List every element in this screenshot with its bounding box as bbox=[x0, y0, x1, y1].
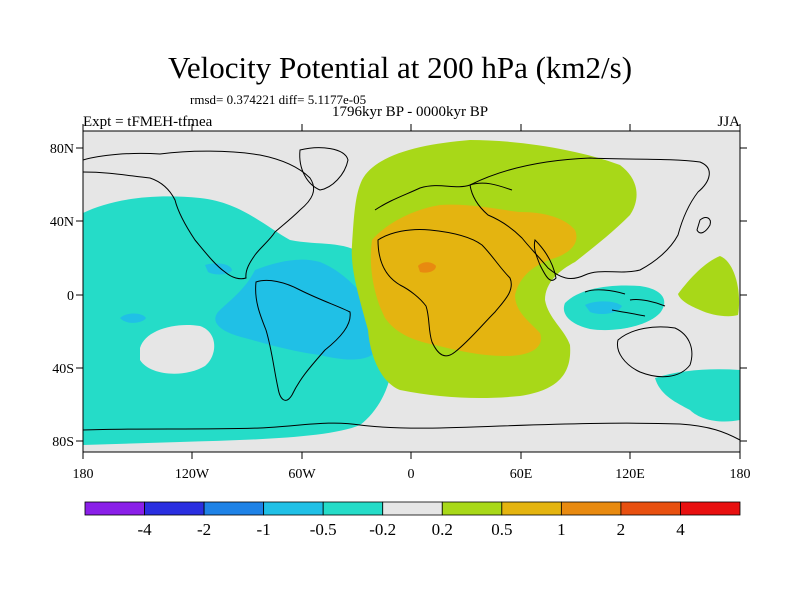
plot-subtitle: 1796kyr BP - 0000kyr BP bbox=[331, 104, 489, 120]
neutral-hole-south-pacific bbox=[140, 324, 215, 374]
coast-maritime-continent bbox=[584, 289, 666, 317]
season-label: JJA bbox=[717, 114, 740, 130]
lon-label-120e: 120E bbox=[615, 467, 645, 482]
colorbar-label: -0.2 bbox=[369, 520, 396, 539]
colorbar-label: -1 bbox=[257, 520, 271, 539]
colorbar: -4 -2 -1 -0.5 -0.2 0.2 0.5 1 2 4 bbox=[84, 501, 741, 539]
experiment-label: Expt = tFMEH-tfmea bbox=[83, 114, 213, 130]
colorbar-swatch bbox=[620, 501, 681, 516]
velocity-potential-field bbox=[83, 140, 740, 445]
mid-negative-south-america bbox=[215, 259, 380, 360]
mid-negative-maritime bbox=[585, 301, 622, 314]
lon-label-0: 0 bbox=[408, 467, 415, 482]
lon-label-180e: 180 bbox=[730, 467, 751, 482]
lon-label-120w: 120W bbox=[175, 467, 210, 482]
longitude-axis: 180 120W 60W 0 60E 120E 180 bbox=[73, 124, 751, 482]
colorbar-swatch bbox=[680, 501, 741, 516]
colorbar-swatch bbox=[84, 501, 145, 516]
coast-europe bbox=[374, 182, 513, 211]
colorbar-label: 0.2 bbox=[432, 520, 453, 539]
lon-label-60w: 60W bbox=[288, 467, 316, 482]
colorbar-swatch bbox=[322, 501, 384, 516]
colorbar-label: -0.5 bbox=[310, 520, 337, 539]
coast-australia bbox=[616, 326, 693, 378]
colorbar-label: 0.5 bbox=[491, 520, 512, 539]
colorbar-swatch bbox=[560, 501, 622, 516]
colorbar-label: 1 bbox=[557, 520, 566, 539]
lat-label-0: 0 bbox=[67, 289, 74, 304]
mid-negative-pacific-small bbox=[120, 313, 146, 323]
colorbar-swatch bbox=[501, 501, 562, 516]
lat-label-40s: 40S bbox=[52, 362, 74, 377]
colorbar-label: -2 bbox=[197, 520, 211, 539]
coast-asia bbox=[469, 157, 710, 279]
coast-india bbox=[533, 239, 557, 281]
stats-text: rmsd= 0.374221 diff= 5.1177e-05 bbox=[190, 92, 367, 107]
latitude-axis: 80N 40N 0 40S 80S bbox=[50, 142, 747, 450]
colorbar-swatch bbox=[144, 501, 205, 516]
lat-label-80s: 80S bbox=[52, 435, 74, 450]
coast-antarctica bbox=[83, 422, 740, 441]
lon-label-60e: 60E bbox=[510, 467, 533, 482]
colorbar-swatch bbox=[263, 501, 324, 516]
strong-positive-sahel bbox=[418, 262, 436, 273]
negative-anomaly-southern-ocean bbox=[655, 369, 740, 422]
lat-label-40n: 40N bbox=[50, 215, 74, 230]
coast-north-america bbox=[83, 150, 315, 280]
colorbar-label: 4 bbox=[676, 520, 685, 539]
colorbar-label: -4 bbox=[137, 520, 152, 539]
colorbar-swatch bbox=[441, 501, 503, 516]
plot-title: Velocity Potential at 200 hPa (km2/s) bbox=[167, 50, 633, 85]
coast-africa bbox=[377, 229, 512, 357]
coast-south-america bbox=[255, 279, 351, 401]
coast-japan bbox=[696, 217, 711, 234]
colorbar-label: 2 bbox=[617, 520, 626, 539]
positive-anomaly-west-pacific bbox=[678, 256, 740, 317]
coast-greenland bbox=[299, 147, 349, 191]
lon-label-180w: 180 bbox=[73, 467, 94, 482]
mid-positive-africa bbox=[370, 204, 577, 356]
lat-label-80n: 80N bbox=[50, 142, 74, 157]
coastlines bbox=[83, 147, 740, 441]
colorbar-swatch bbox=[203, 501, 265, 516]
colorbar-swatch bbox=[382, 501, 443, 516]
